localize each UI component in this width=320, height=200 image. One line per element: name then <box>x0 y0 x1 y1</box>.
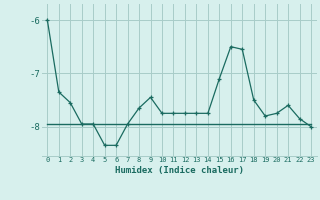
X-axis label: Humidex (Indice chaleur): Humidex (Indice chaleur) <box>115 166 244 175</box>
